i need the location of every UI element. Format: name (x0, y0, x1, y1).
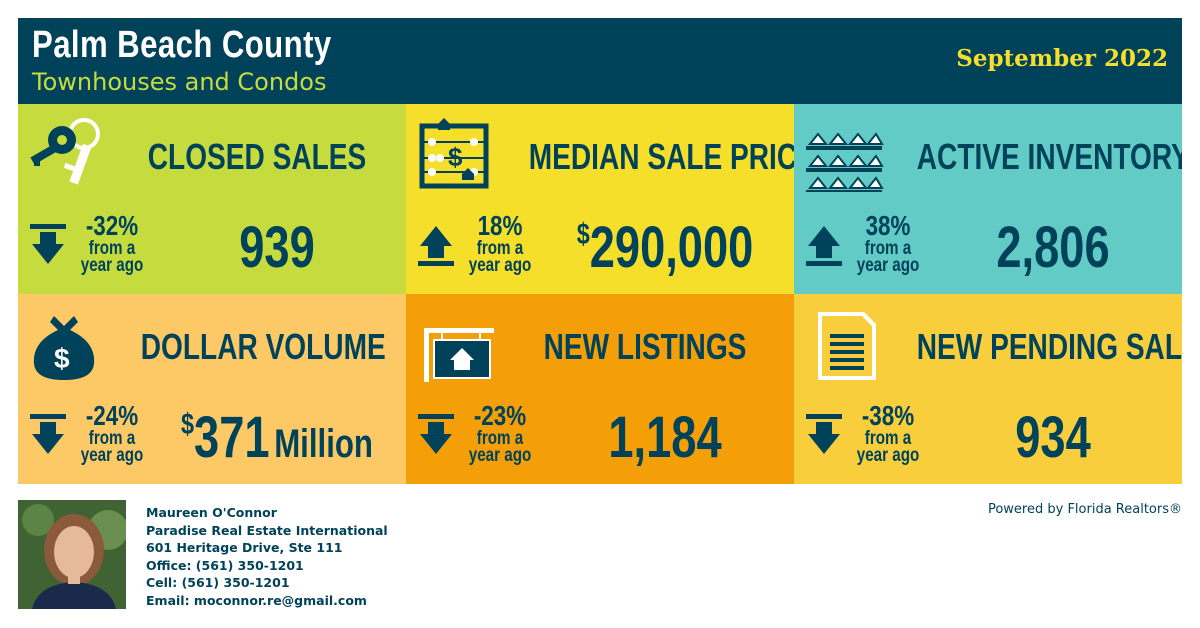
arrow-down-icon (30, 224, 66, 264)
arrow-up-icon (806, 226, 842, 266)
change-percent: -23% (473, 400, 527, 431)
value-prefix: $ (181, 408, 195, 441)
value-number: 939 (239, 215, 315, 280)
tile-label: DOLLAR VOLUME (140, 326, 386, 367)
agent-photo (18, 500, 126, 609)
tile-value: 934 (952, 404, 1153, 471)
change-percent: 18% (477, 210, 523, 241)
tile-label: MEDIAN SALE PRICE (528, 136, 794, 177)
tile-label: NEW LISTINGS (543, 326, 747, 367)
listing-sign-icon (424, 328, 494, 382)
arrow-up-icon (418, 226, 454, 266)
header-banner: Palm Beach County Townhouses and Condos … (18, 18, 1182, 104)
change-caption: year ago (856, 255, 920, 277)
change-indicator: -24% from a year ago (80, 400, 144, 467)
report-month: September 2022 (956, 45, 1168, 72)
agent-email[interactable]: Email: moconnor.re@gmail.com (146, 592, 367, 608)
page-subtitle: Townhouses and Condos (32, 68, 327, 96)
agent-contact: Maureen O'Connor Paradise Real Estate In… (146, 504, 388, 610)
change-percent: -32% (85, 210, 139, 241)
change-indicator: -38% from a year ago (856, 400, 920, 467)
change-percent: 38% (865, 210, 911, 241)
change-caption: year ago (468, 445, 532, 467)
change-percent: -38% (861, 400, 915, 431)
value-number: 2,806 (996, 215, 1110, 280)
tile-new-listings: NEW LISTINGS -23% from a year ago 1,184 (406, 294, 794, 484)
value-number: 934 (1015, 405, 1091, 470)
tile-dollar-volume: $ DOLLAR VOLUME -24% from a year ago $37… (18, 294, 406, 484)
tile-label: NEW PENDING SALES (916, 326, 1182, 367)
change-indicator: 18% from a year ago (468, 210, 532, 277)
keys-icon (30, 118, 100, 185)
tile-value: 2,806 (952, 214, 1153, 281)
change-caption: from a (864, 238, 912, 259)
money-bag-icon: $ (33, 316, 95, 380)
tile-new-pending-sales: NEW PENDING SALES -38% from a year ago 9… (794, 294, 1182, 484)
tile-label: ACTIVE INVENTORY (916, 136, 1182, 177)
agent-company: Paradise Real Estate International (146, 522, 388, 538)
powered-by: Powered by Florida Realtors® (987, 502, 1182, 517)
tile-closed-sales: CLOSED SALES -32% from a year ago 939 (18, 104, 406, 294)
value-number: 371 (194, 405, 270, 470)
agent-portrait-icon (18, 500, 126, 609)
abacus-icon: $ (419, 118, 489, 189)
svg-text:$: $ (54, 343, 70, 374)
change-caption: from a (88, 428, 136, 449)
change-caption: year ago (468, 255, 532, 277)
change-caption: from a (476, 238, 524, 259)
tile-median-sale-price: $ MEDIAN SALE PRICE 18% from a year ago … (406, 104, 794, 294)
value-unit: Million (274, 422, 373, 466)
tile-active-inventory: ACTIVE INVENTORY 38% from a year ago 2,8… (794, 104, 1182, 294)
change-caption: year ago (80, 445, 144, 467)
change-caption: from a (88, 238, 136, 259)
agent-address: 601 Heritage Drive, Ste 111 (146, 540, 343, 556)
value-prefix: $ (576, 218, 590, 251)
value-number: 290,000 (589, 215, 754, 280)
arrow-down-icon (418, 414, 454, 454)
change-indicator: -32% from a year ago (80, 210, 144, 277)
page-title: Palm Beach County (32, 24, 332, 66)
agent-cell-phone[interactable]: Cell: (561) 350-1201 (146, 575, 290, 591)
change-indicator: -23% from a year ago (468, 400, 532, 467)
agent-name: Maureen O'Connor (146, 505, 277, 520)
svg-text:$: $ (448, 142, 463, 172)
arrow-down-icon (30, 414, 66, 454)
agent-office-phone[interactable]: Office: (561) 350-1201 (146, 557, 304, 573)
change-caption: from a (476, 428, 524, 449)
tile-value: 939 (176, 214, 377, 281)
change-caption: year ago (856, 445, 920, 467)
tile-value: 1,184 (564, 404, 765, 471)
change-caption: from a (864, 428, 912, 449)
tile-label: CLOSED SALES (147, 136, 367, 177)
value-number: 1,184 (608, 405, 722, 470)
document-icon (818, 312, 876, 380)
arrow-down-icon (806, 414, 842, 454)
houses-shelf-icon (806, 132, 884, 192)
tile-value: $290,000 (564, 214, 765, 281)
change-caption: year ago (80, 255, 144, 277)
change-indicator: 38% from a year ago (856, 210, 920, 277)
tile-value: $371 Million (176, 404, 377, 471)
change-percent: -24% (85, 400, 139, 431)
